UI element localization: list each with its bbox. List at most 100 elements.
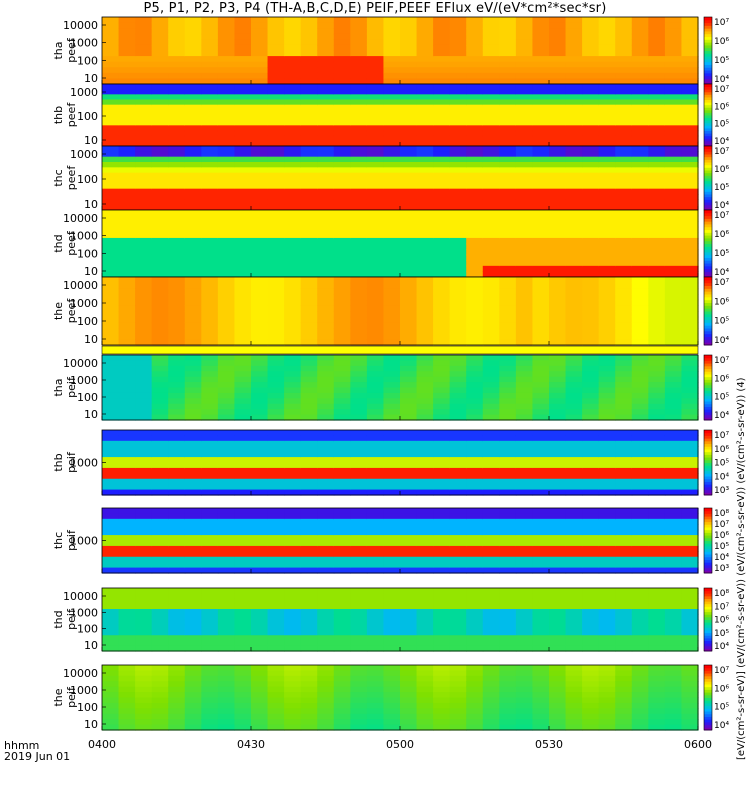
heatmap-cell — [151, 562, 169, 569]
heatmap-cell — [565, 167, 583, 174]
heatmap-cell — [416, 288, 434, 295]
heatmap-cell — [234, 61, 252, 68]
heatmap-cell — [201, 204, 219, 211]
heatmap-cell — [631, 72, 649, 80]
heatmap-cell — [400, 254, 418, 261]
heatmap-cell — [267, 529, 285, 536]
colorbar-tick-label: 10⁷ — [714, 602, 729, 612]
heatmap-cell — [631, 294, 649, 301]
heatmap-cell — [201, 719, 219, 726]
heatmap-cell — [234, 294, 252, 301]
heatmap-cell — [416, 277, 434, 284]
heatmap-cell — [267, 109, 285, 116]
heatmap-cell — [383, 271, 401, 278]
heatmap-cell — [631, 382, 649, 389]
heatmap-cell — [582, 619, 600, 626]
heatmap-cell — [151, 215, 169, 222]
heatmap-cell — [135, 265, 153, 273]
heatmap-cell — [300, 33, 318, 40]
heatmap-cell — [681, 624, 699, 631]
heatmap-cell — [135, 44, 153, 52]
heatmap-cell — [267, 376, 285, 383]
heatmap-cell — [582, 322, 600, 329]
heatmap-cell — [433, 130, 451, 137]
heatmap-cell — [284, 204, 302, 211]
heatmap-cell — [366, 322, 385, 329]
heatmap-cell — [251, 630, 269, 636]
heatmap-cell — [466, 305, 484, 312]
heatmap-cell — [284, 125, 302, 132]
heatmap-cell — [102, 33, 120, 40]
heatmap-cell — [532, 339, 550, 346]
colorbar-swatch — [704, 249, 712, 253]
heatmap-cell — [284, 551, 302, 558]
heatmap-cell — [168, 120, 186, 126]
heatmap-cell — [532, 215, 550, 222]
heatmap-cell — [168, 435, 186, 442]
heatmap-cell — [664, 78, 683, 85]
heatmap-cell — [582, 603, 600, 610]
heatmap-cell — [433, 162, 451, 168]
heatmap-cell — [532, 277, 550, 284]
heatmap-cell — [135, 624, 153, 631]
heatmap-cell — [549, 435, 567, 442]
heatmap-cell — [184, 322, 202, 329]
heatmap-cell — [366, 686, 385, 693]
heatmap-cell — [151, 44, 169, 52]
heatmap-cell — [615, 210, 633, 217]
heatmap-cell — [184, 178, 202, 184]
heatmap-cell — [151, 115, 169, 121]
heatmap-cell — [151, 567, 169, 574]
heatmap-cell — [201, 120, 219, 126]
heatmap-cell — [615, 183, 633, 190]
colorbar-swatch — [704, 430, 712, 434]
heatmap-cell — [631, 645, 649, 652]
colorbar-swatch — [704, 178, 712, 182]
heatmap-cell — [648, 50, 666, 57]
heatmap-cell — [565, 630, 583, 636]
heatmap-cell — [135, 567, 153, 574]
heatmap-cell — [267, 545, 285, 552]
heatmap-cell — [333, 130, 351, 137]
colorbar-tick-label: 10⁶ — [714, 531, 729, 541]
heatmap-cell — [549, 316, 567, 323]
heatmap-cell — [135, 440, 153, 447]
heatmap-cell — [681, 630, 699, 636]
heatmap-cell — [433, 17, 451, 24]
heatmap-cell — [184, 226, 202, 233]
heatmap-cell — [433, 451, 451, 458]
heatmap-cell — [416, 645, 434, 652]
heatmap-cell — [598, 17, 616, 24]
heatmap-cell — [333, 556, 351, 563]
heatmap-cell — [350, 249, 368, 256]
heatmap-cell — [433, 593, 451, 600]
heatmap-cell — [201, 686, 219, 693]
heatmap-cell — [515, 339, 534, 346]
colorbar-tick-label: 10⁵ — [714, 56, 729, 66]
heatmap-cell — [184, 188, 202, 195]
heatmap-cell — [168, 478, 186, 485]
heatmap-cell — [217, 719, 236, 726]
heatmap-cell — [383, 403, 401, 410]
heatmap-cell — [482, 478, 500, 485]
heatmap-cell — [631, 398, 649, 405]
heatmap-cell — [499, 84, 517, 90]
heatmap-cell — [400, 104, 418, 111]
heatmap-cell — [466, 44, 484, 52]
heatmap-cell — [549, 457, 567, 464]
heatmap-cell — [499, 199, 517, 206]
heatmap-cell — [135, 635, 153, 642]
heatmap-cell — [333, 614, 351, 621]
heatmap-cell — [300, 120, 318, 126]
heatmap-cell — [118, 89, 136, 95]
heatmap-cell — [681, 22, 699, 29]
heatmap-cell — [234, 33, 252, 40]
heatmap-cell — [598, 39, 616, 46]
heatmap-cell — [598, 89, 616, 95]
heatmap-cell — [582, 371, 600, 378]
heatmap-cell — [135, 56, 153, 63]
heatmap-cell — [366, 619, 385, 626]
heatmap-cell — [499, 265, 517, 273]
heatmap-cell — [102, 484, 120, 491]
